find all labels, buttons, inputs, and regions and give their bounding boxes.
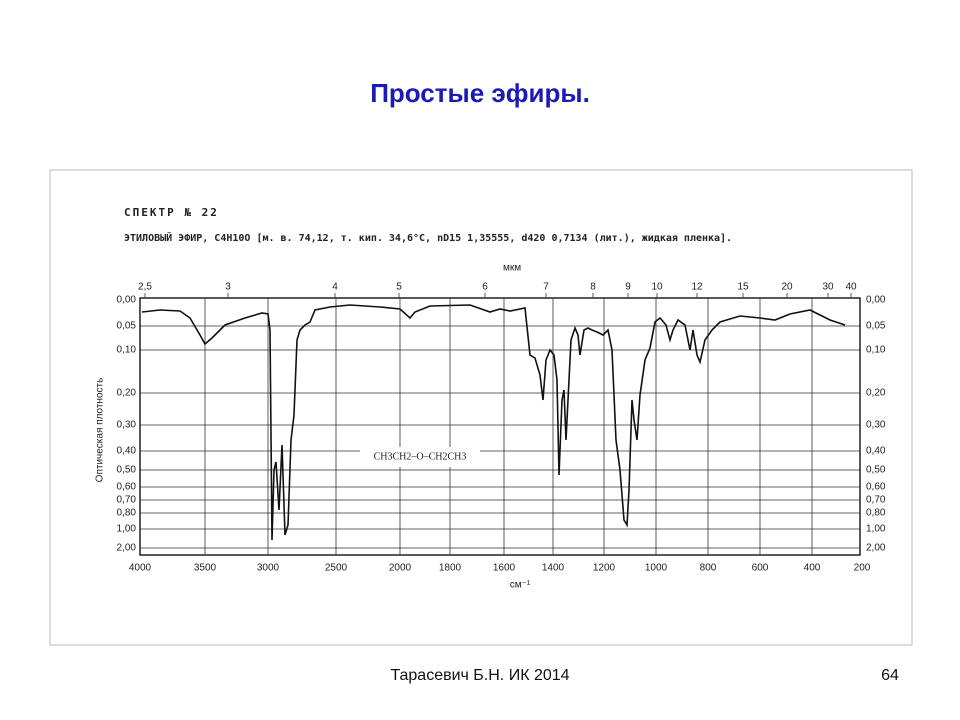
density-tick-label-right: 0,30 — [866, 420, 886, 431]
density-tick-label-left: 0,10 — [117, 345, 137, 356]
micron-tick-label: 15 — [737, 282, 749, 293]
micron-tick-label: 4 — [332, 282, 338, 293]
micron-tick-label: 3 — [225, 282, 231, 293]
footer-author: Тарасевич Б.Н. ИК 2014 — [390, 667, 569, 684]
wavenumber-tick-label: 1600 — [493, 563, 516, 574]
density-tick-label-left: 1,00 — [117, 524, 137, 535]
wavenumber-tick-label: 800 — [700, 563, 717, 574]
grid — [140, 293, 860, 555]
micron-tick-label: 7 — [543, 282, 549, 293]
wavenumber-tick-label: 3000 — [257, 563, 280, 574]
figure-frame — [49, 169, 913, 646]
density-tick-label-right: 0,40 — [866, 446, 886, 457]
wavenumber-tick-label: 400 — [804, 563, 821, 574]
density-tick-label-right: 0,60 — [866, 482, 886, 493]
wavenumber-tick-label: 2500 — [325, 563, 348, 574]
micron-tick-label: 20 — [781, 282, 793, 293]
density-tick-label-left: 0,40 — [117, 446, 137, 457]
wavenumber-tick-label: 4000 — [129, 563, 152, 574]
spectrum-description: ЭТИЛОВЫЙ ЭФИР, C4H10O [м. в. 74,12, т. к… — [124, 231, 732, 244]
wavenumber-tick-label: 600 — [752, 563, 769, 574]
micron-tick-label: 2,5 — [138, 282, 152, 293]
formula: CH3CH2–O–CH2CH3 — [374, 451, 467, 462]
spectrum-header: СПЕКТР № 22 — [124, 206, 219, 219]
micron-tick-label: 6 — [482, 282, 488, 293]
page-number: 64 — [881, 667, 899, 684]
formula-box — [360, 447, 480, 467]
density-tick-label-left: 0,70 — [117, 495, 137, 506]
wavenumber-tick-label: 2000 — [389, 563, 412, 574]
density-axis-label: Оптическая плотность — [95, 378, 106, 483]
micron-tick-label: 12 — [691, 282, 703, 293]
density-tick-label-left: 0,60 — [117, 482, 137, 493]
micron-tick-label: 10 — [651, 282, 663, 293]
micron-unit: мкм — [503, 263, 521, 274]
slide-title: Простые эфиры. — [370, 78, 590, 108]
density-tick-label-right: 0,50 — [866, 465, 886, 476]
wavenumber-tick-label: 1800 — [439, 563, 462, 574]
density-tick-label-right: 0,05 — [866, 321, 886, 332]
density-tick-label-right: 0,80 — [866, 508, 886, 519]
density-tick-label-left: 0,00 — [117, 295, 137, 306]
micron-tick-label: 30 — [822, 282, 834, 293]
wavenumber-tick-label: 200 — [854, 563, 871, 574]
density-tick-label-right: 0,70 — [866, 495, 886, 506]
density-tick-label-left: 2,00 — [117, 543, 137, 554]
density-tick-label-left: 0,05 — [117, 321, 137, 332]
wavenumber-tick-label: 1400 — [542, 563, 565, 574]
density-tick-label-left: 0,20 — [117, 388, 137, 399]
density-tick-label-right: 0,10 — [866, 345, 886, 356]
spectrum-curve — [141, 304, 846, 541]
density-tick-label-left: 0,30 — [117, 420, 137, 431]
wavenumber-tick-label: 3500 — [194, 563, 217, 574]
density-tick-label-right: 1,00 — [866, 524, 886, 535]
micron-tick-label: 8 — [590, 282, 596, 293]
density-tick-label-right: 0,00 — [866, 295, 886, 306]
wavenumber-tick-label: 1000 — [645, 563, 668, 574]
density-tick-label-right: 2,00 — [866, 543, 886, 554]
micron-tick-label: 40 — [845, 282, 857, 293]
plot-frame — [139, 297, 861, 556]
density-tick-label-right: 0,20 — [866, 388, 886, 399]
density-tick-label-left: 0,80 — [117, 508, 137, 519]
micron-tick-label: 9 — [625, 282, 631, 293]
wavenumber-unit: см⁻¹ — [510, 580, 531, 591]
density-tick-label-left: 0,50 — [117, 465, 137, 476]
wavenumber-tick-label: 1200 — [593, 563, 616, 574]
micron-tick-label: 5 — [396, 282, 402, 293]
